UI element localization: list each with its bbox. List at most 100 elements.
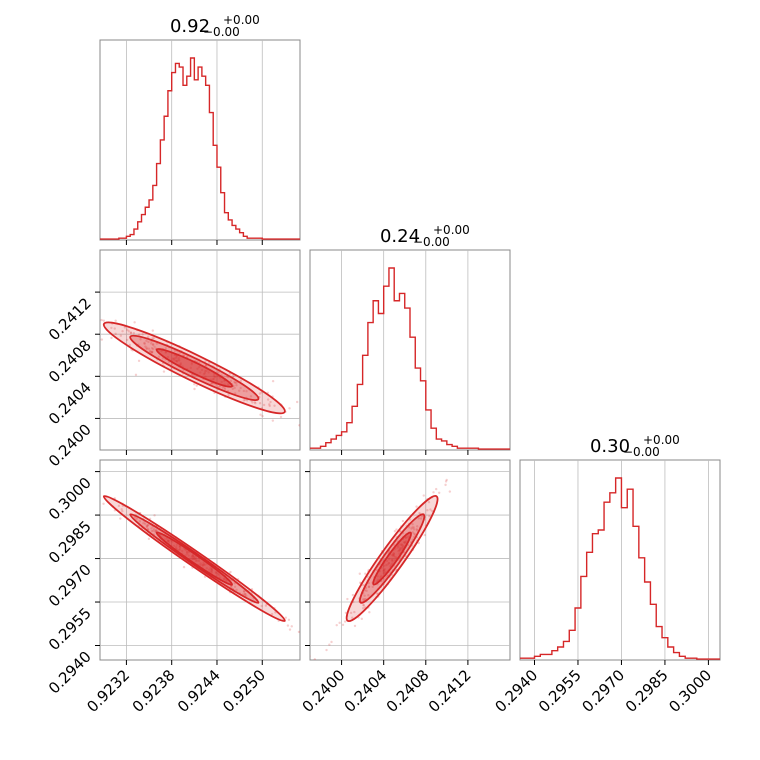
- pair-panel-1-2-point-37: [448, 490, 452, 493]
- pair-panel-0-2-point-24: [96, 496, 98, 498]
- pair-panel-0-1-point-244: [100, 338, 104, 341]
- pair-panel-1-2-point-137: [353, 610, 356, 614]
- pair-panel-1-2-point-7: [362, 604, 365, 607]
- pair-panel-0-2-point-55: [235, 588, 238, 592]
- pair-panel-0-1-point-67: [84, 330, 86, 332]
- pair-panel-1-2-point-30: [365, 589, 368, 593]
- pair-panel-0-2-point-199: [94, 495, 96, 497]
- pair-panel-0-1-point-191: [232, 384, 235, 388]
- pair-panel-1-2-xtick-label-0: 0.2400: [299, 666, 349, 716]
- pair-panel-1-2-point-53: [417, 541, 420, 545]
- pair-panel-0-1-point-117: [251, 401, 254, 404]
- pair-panel-0-1-point-251: [195, 384, 198, 387]
- pair-panel-0-1-point-140: [145, 339, 148, 343]
- pair-panel-0-1-point-164: [268, 403, 271, 406]
- pair-panel-0-1-point-107: [204, 360, 207, 363]
- pair-panel-0-1-point-71: [144, 345, 147, 348]
- pair-panel-0-1-point-220: [110, 326, 113, 330]
- pair-panel-0-1-point-78: [254, 402, 257, 405]
- pair-panel-1-2-point-184: [437, 491, 441, 494]
- hist-panel-0: [99, 39, 301, 245]
- pair-panel-1-2-point-146: [351, 593, 355, 597]
- pair-panel-1-2-point-240: [335, 623, 338, 627]
- pair-panel-1-2-xtick-label-3: 0.2412: [425, 666, 475, 716]
- title-param-0-minus: −0.00: [203, 25, 240, 39]
- pair-panel-0-1-point-1: [151, 343, 155, 347]
- pair-panel-0-1-point-155: [145, 347, 148, 351]
- pair-panel-1-2-point-68: [427, 500, 431, 504]
- pair-panel-1-2-xtick-label-1: 0.2404: [341, 666, 391, 716]
- pair-panel-1-2-point-180: [412, 526, 415, 529]
- pair-panel-0-2-point-236: [270, 612, 274, 616]
- hist-panel-1: [309, 249, 511, 455]
- pair-panel-1-2-point-62: [423, 533, 426, 537]
- pair-panel-0-2-point-61: [150, 529, 154, 533]
- pair-panel-0-1-point-257: [139, 338, 142, 341]
- pair-panel-0-1-point-159: [271, 419, 275, 422]
- pair-panel-1-2-point-127: [371, 585, 374, 589]
- pair-panel-1-2-point-151: [412, 528, 416, 531]
- pair-panel-0-2-point-116: [153, 514, 156, 517]
- title-param-2: 0.30: [590, 436, 630, 457]
- pair-panel-0-2: 0.92320.92380.92440.92500.29400.29550.29…: [45, 459, 301, 716]
- pair-panel-0-2-point-48: [264, 604, 268, 607]
- pair-panel-0-1-point-147: [151, 337, 154, 340]
- pair-panel-0-1-point-46: [162, 370, 166, 373]
- pair-panel-1-2-point-185: [363, 594, 366, 597]
- pair-panel-0-2-point-243: [135, 517, 138, 520]
- pair-panel-0-1-point-41: [100, 318, 103, 322]
- pair-panel-1-2-point-45: [422, 494, 425, 497]
- hist-panel-2-xtick-label-3: 0.2985: [622, 666, 672, 716]
- pair-panel-0-2-point-99: [121, 509, 124, 513]
- pair-panel-0-1-point-15: [145, 346, 148, 349]
- pair-panel-0-2-point-52: [154, 530, 157, 533]
- pair-panel-0-1-point-189: [299, 416, 300, 419]
- pair-panel-1-2-point-204: [411, 522, 414, 526]
- pair-panel-1-2-point-178: [367, 585, 371, 588]
- pair-panel-1-2-content: [310, 478, 452, 660]
- hist-panel-0-frame: [99, 39, 301, 241]
- title-param-1-plus: +0.00: [433, 223, 470, 237]
- pair-panel-1-2-point-8: [310, 655, 311, 658]
- pair-panel-0-1-point-238: [223, 387, 227, 391]
- hist-panel-0-step-line: [100, 57, 300, 240]
- panel-titles: 0.92 +0.00 −0.00 0.24 +0.00 −0.00 0.30 +…: [170, 13, 680, 459]
- pair-panel-0-2-point-103: [284, 616, 288, 619]
- pair-panel-1-2-point-36: [364, 572, 367, 575]
- pair-panel-1-2-point-238: [353, 624, 357, 628]
- pair-panel-1-2-point-0: [411, 531, 414, 534]
- pair-panel-0-2-point-186: [287, 618, 291, 622]
- title-param-0: 0.92: [170, 16, 210, 37]
- pair-panel-1-2-point-166: [367, 594, 370, 597]
- pair-panel-0-1-point-51: [155, 342, 159, 345]
- pair-panel-1-2-point-163: [420, 514, 424, 518]
- pair-panel-0-2-point-191: [243, 592, 246, 596]
- pair-panel-0-1-point-29: [149, 350, 152, 354]
- pair-panel-0-1-point-93: [221, 386, 224, 389]
- pair-panel-0-1-ytick-label-0: 0.2400: [45, 421, 95, 471]
- pair-panel-0-1-point-172: [129, 331, 133, 335]
- pair-panel-0-2-point-210: [150, 527, 153, 530]
- pair-panel-0-1-point-58: [151, 347, 155, 351]
- pair-panel-0-2-point-183: [288, 628, 292, 631]
- pair-panel-0-1-point-171: [157, 355, 161, 358]
- pair-panel-0-2-point-259: [120, 508, 123, 511]
- pair-panel-0-1-point-129: [147, 347, 151, 350]
- title-param-1-minus: −0.00: [413, 235, 450, 249]
- pair-panel-1-2-point-211: [401, 519, 405, 523]
- pair-panel-0-2-point-3: [146, 524, 149, 527]
- hist-panel-2-xtick-label-0: 0.2940: [491, 666, 541, 716]
- pair-panel-0-1-point-26: [39, 278, 41, 280]
- pair-panel-0-1-point-254: [288, 407, 291, 410]
- pair-panel-0-1-point-211: [193, 383, 196, 386]
- pair-panel-0-2-point-7: [119, 517, 122, 520]
- pair-panel-0-1-point-121: [186, 355, 189, 359]
- pair-panel-0-2-contour-2: [155, 531, 234, 586]
- pair-panel-1-2-point-168: [426, 509, 429, 512]
- hist-panel-1-step-line: [310, 267, 510, 450]
- pair-panel-0-2-point-33: [147, 537, 151, 541]
- pair-panel-0-2-point-69: [233, 585, 237, 588]
- pair-panel-0-1-point-25: [114, 332, 117, 336]
- pair-panel-0-1-point-186: [150, 350, 154, 354]
- pair-panel-0-1-point-258: [134, 373, 138, 377]
